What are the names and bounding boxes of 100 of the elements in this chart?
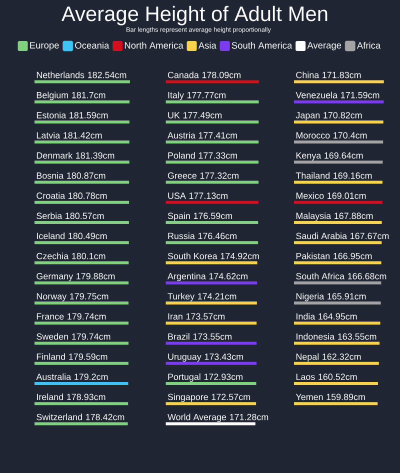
y-tick-label: Bosnia xyxy=(36,172,64,179)
y-tick-label: France xyxy=(36,313,64,320)
data-label: 177.49cm xyxy=(183,112,222,118)
y-tick-label: Nigeria xyxy=(296,292,324,302)
data-label: 169.01cm xyxy=(328,192,366,199)
y-tick-label: Iceland xyxy=(37,232,65,240)
legend-label: Asia xyxy=(198,42,216,49)
data-label: 180.87cm xyxy=(67,172,106,179)
legend-label: Europe xyxy=(30,42,59,50)
data-label: 166.68cm xyxy=(348,273,386,280)
bar xyxy=(294,281,382,284)
data-label: 166.95cm xyxy=(334,252,372,260)
y-tick-label: UK xyxy=(168,112,180,118)
y-tick-label: Latvia xyxy=(36,132,60,139)
bar xyxy=(294,140,384,144)
y-tick-label: Iran xyxy=(168,313,182,320)
y-tick-label: Belgium xyxy=(36,92,68,100)
y-tick-label: Russia xyxy=(168,232,195,240)
y-tick-label: Denmark xyxy=(36,152,73,159)
data-label: 180.1cm xyxy=(72,252,106,260)
y-tick-label: South Korea xyxy=(168,252,218,260)
data-label: 170.4cm xyxy=(334,132,367,139)
y-tick-label: Switzerland xyxy=(36,414,82,420)
data-label: 181.39cm xyxy=(76,152,114,159)
bar xyxy=(294,120,384,124)
bar xyxy=(294,200,382,204)
data-label: 176.59cm xyxy=(194,212,232,220)
bar xyxy=(294,160,383,164)
data-label: 163.55cm xyxy=(338,333,376,340)
bar xyxy=(294,80,384,84)
bar xyxy=(294,100,384,104)
data-label: 177.33cm xyxy=(198,152,237,159)
y-tick-label: Sweden xyxy=(36,333,68,340)
data-label: 177.77cm xyxy=(187,92,226,98)
data-label: 173.43cm xyxy=(204,354,243,360)
data-label: 179.74cm xyxy=(72,333,110,340)
y-tick-label: South Africa xyxy=(296,272,345,280)
y-tick-label: Turkey xyxy=(168,292,195,302)
y-tick-label: Argentina xyxy=(168,272,206,282)
y-tick-label: Netherlands xyxy=(36,72,84,78)
y-tick-label: Malaysia xyxy=(296,212,332,221)
data-label: 167.88cm xyxy=(334,212,373,220)
legend-label: Average xyxy=(307,42,342,50)
data-label: 169.16cm xyxy=(334,172,372,179)
y-tick-label: Kenya xyxy=(296,152,322,160)
y-tick-label: Estonia xyxy=(36,112,66,118)
data-label: 177.13cm xyxy=(189,192,228,199)
data-label: 167.67cm xyxy=(350,232,389,240)
y-tick-label: Portugal xyxy=(168,373,200,382)
y-tick-label: Greece xyxy=(168,172,197,179)
y-tick-label: Germany xyxy=(36,273,74,282)
chart-title: Average Height of Adult Men xyxy=(61,6,328,26)
y-tick-label: Austria xyxy=(168,132,196,139)
data-label: 178.09cm xyxy=(202,72,240,78)
y-tick-label: Venezuela xyxy=(296,92,338,98)
y-tick-label: Poland xyxy=(168,152,195,159)
bar xyxy=(294,342,380,345)
y-tick-label: Japan xyxy=(296,112,320,120)
data-label: 180.78cm xyxy=(68,192,107,199)
bar xyxy=(294,221,382,224)
data-label: 174.62cm xyxy=(209,273,248,280)
data-label: 177.32cm xyxy=(200,172,238,179)
y-tick-label: Singapore xyxy=(168,394,208,402)
data-label: 173.55cm xyxy=(193,333,232,340)
data-label: 162.32cm xyxy=(322,354,361,360)
data-label: 181.7cm xyxy=(72,92,106,98)
data-label: 172.57cm xyxy=(212,394,250,400)
bar xyxy=(294,322,380,325)
y-tick-label: Italy xyxy=(168,92,184,100)
data-label: 177.41cm xyxy=(198,132,237,139)
y-tick-label: Serbia xyxy=(36,212,62,220)
bar xyxy=(294,302,381,305)
y-tick-label: Norway xyxy=(36,293,67,302)
data-label: 179.59cm xyxy=(69,354,108,360)
data-label: 171.59cm xyxy=(341,92,380,98)
y-tick-label: Thailand xyxy=(296,172,330,179)
y-tick-label: Brazil xyxy=(168,333,190,340)
bar xyxy=(294,261,382,264)
data-label: 174.21cm xyxy=(198,293,236,300)
y-tick-label: Czechia xyxy=(36,252,69,260)
y-tick-label: Nepal xyxy=(296,353,319,362)
data-label: 165.91cm xyxy=(328,293,366,300)
data-label: 169.64cm xyxy=(324,152,363,159)
data-label: 178.42cm xyxy=(86,414,124,420)
data-label: 171.83cm xyxy=(322,72,361,78)
data-label: 179.74cm xyxy=(68,313,106,320)
y-tick-label: Spain xyxy=(168,212,190,221)
y-tick-label: Pakistan xyxy=(296,252,330,260)
data-label: 164.95cm xyxy=(318,313,357,320)
y-tick-label: Saudi Arabia xyxy=(296,232,348,240)
bar xyxy=(294,382,378,385)
data-label: 171.28cm xyxy=(230,414,268,420)
data-label: 160.52cm xyxy=(318,374,357,380)
y-tick-label: India xyxy=(296,313,316,320)
legend-label: South America xyxy=(232,42,292,49)
y-tick-label: Morocco xyxy=(296,132,330,139)
data-label: 179.2cm xyxy=(74,374,108,380)
y-tick-label: Finland xyxy=(36,353,66,360)
data-label: 178.93cm xyxy=(67,394,106,400)
data-label: 179.88cm xyxy=(76,273,115,280)
